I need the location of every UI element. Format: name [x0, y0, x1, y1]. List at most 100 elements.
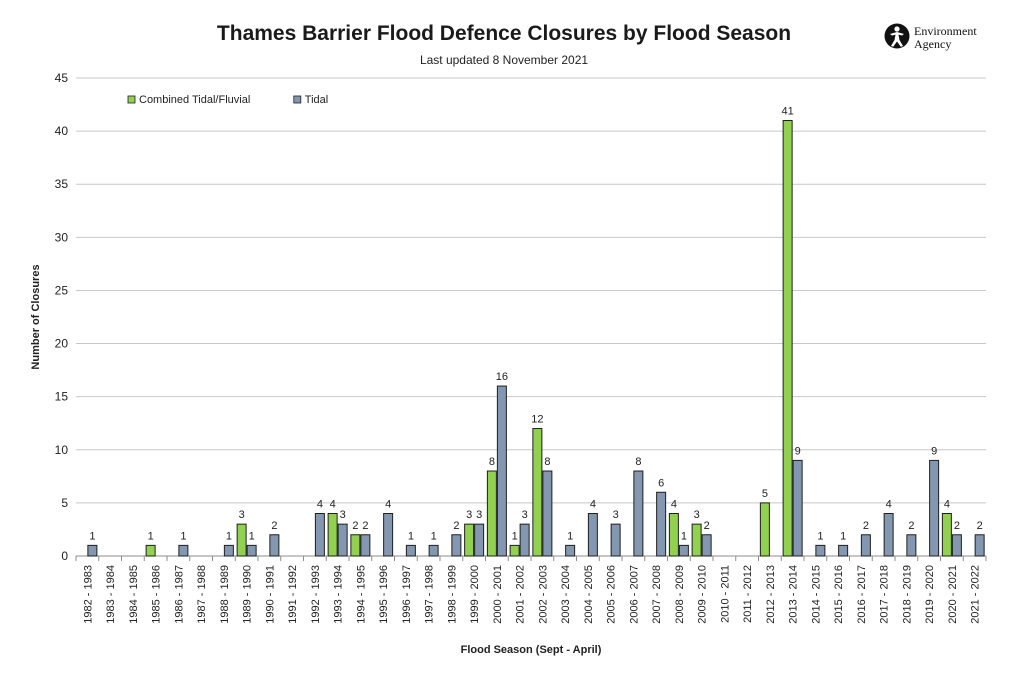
chart-subtitle: Last updated 8 November 2021: [419, 53, 589, 67]
bar-combined: [668, 513, 679, 557]
x-tick-label: 2019 - 2020: [924, 565, 936, 624]
bar-tidal: [451, 534, 462, 557]
bar-tidal: [633, 470, 644, 557]
data-label: 1: [226, 530, 232, 542]
x-tick-label: 2012 - 2013: [765, 565, 777, 624]
data-label: 4: [330, 499, 336, 511]
data-label: 41: [782, 105, 794, 117]
bar-tidal: [223, 544, 234, 557]
data-label: 2: [908, 520, 914, 532]
bar-combined: [236, 523, 247, 557]
x-tick-label: 2000 - 2001: [492, 565, 504, 624]
data-label: 1: [148, 530, 154, 542]
data-label: 2: [704, 520, 710, 532]
x-tick-label: 2013 - 2014: [788, 565, 800, 624]
bar-tidal: [496, 385, 507, 557]
data-label: 3: [340, 509, 346, 521]
x-tick-label: 2010 - 2011: [719, 565, 731, 623]
data-label: 3: [476, 509, 482, 521]
bar-tidal: [656, 491, 667, 557]
data-label: 2: [352, 520, 358, 532]
data-label: 8: [635, 456, 641, 468]
x-tick-label: 1999 - 2000: [469, 565, 481, 624]
bar-tidal: [383, 513, 394, 557]
bar-tidal: [929, 459, 940, 557]
x-tick-label: 2011 - 2012: [742, 565, 754, 623]
data-label: 4: [385, 499, 391, 511]
x-tick-label: 1990 - 1991: [264, 565, 276, 624]
x-tick-label: 1991 - 1992: [287, 565, 299, 624]
bar-tidal: [860, 534, 871, 557]
bar-tidal: [337, 523, 348, 557]
bar-tidal: [405, 544, 416, 557]
x-tick-label: 2008 - 2009: [674, 565, 686, 624]
data-label: 1: [180, 530, 186, 542]
x-tick-label: 1986 - 1987: [173, 565, 185, 624]
legend-swatch-combined: [127, 95, 136, 104]
bar-combined: [486, 470, 497, 557]
data-label: 1: [249, 530, 255, 542]
x-tick-label: 1997 - 1998: [424, 565, 436, 624]
x-tick-label: 2016 - 2017: [856, 565, 868, 624]
bar-tidal: [565, 544, 576, 557]
x-tick-label: 2015 - 2016: [833, 565, 845, 624]
x-tick-label: 1985 - 1986: [151, 565, 163, 624]
bar-tidal: [974, 534, 985, 557]
data-label: 5: [762, 488, 768, 500]
data-label: 2: [954, 520, 960, 532]
y-tick-label: 20: [55, 337, 69, 351]
x-tick-label: 1996 - 1997: [401, 565, 413, 624]
data-label: 3: [522, 509, 528, 521]
bar-tidal: [883, 513, 894, 557]
bar-tidal: [906, 534, 917, 557]
y-tick-label: 5: [61, 496, 68, 510]
x-tick-label: 2021 - 2022: [970, 565, 982, 624]
bar-tidal: [519, 523, 530, 557]
data-label: 4: [886, 499, 892, 511]
x-tick-label: 1993 - 1994: [333, 565, 345, 624]
data-label: 2: [863, 520, 869, 532]
bar-combined: [691, 523, 702, 557]
legend-label-combined: Combined Tidal/Fluvial: [139, 94, 250, 106]
legend-swatch-tidal: [293, 95, 302, 104]
bar-tidal: [701, 534, 712, 557]
data-label: 2: [977, 520, 983, 532]
data-label: 3: [613, 509, 619, 521]
data-label: 12: [531, 414, 543, 426]
logo-line-1: Environment: [914, 24, 977, 38]
data-label: 1: [89, 530, 95, 542]
data-label: 4: [944, 499, 950, 511]
data-label: 9: [795, 445, 801, 457]
bar-tidal: [542, 470, 553, 557]
data-label: 3: [466, 509, 472, 521]
y-tick-label: 40: [55, 124, 69, 138]
bar-tidal: [792, 459, 803, 557]
y-tick-label: 15: [55, 390, 69, 404]
x-tick-label: 1988 - 1989: [219, 565, 231, 624]
bar-combined: [509, 544, 520, 557]
x-tick-label: 1983 - 1984: [105, 565, 117, 624]
bar-combined: [350, 534, 361, 557]
data-label: 4: [590, 499, 596, 511]
bar-combined: [145, 544, 156, 557]
x-tick-label: 2017 - 2018: [879, 565, 891, 624]
data-label: 3: [694, 509, 700, 521]
logo-line-2: Agency: [914, 37, 952, 51]
x-axis-label: Flood Season (Sept - April): [461, 644, 602, 656]
data-label: 9: [931, 445, 937, 457]
x-tick-label: 2014 - 2015: [810, 565, 822, 624]
bar-combined: [464, 523, 475, 557]
data-label: 2: [271, 520, 277, 532]
x-tick-label: 1987 - 1988: [196, 565, 208, 624]
x-tick-label: 2002 - 2003: [537, 565, 549, 624]
x-tick-label: 1998 - 1999: [446, 565, 458, 624]
bar-tidal: [838, 544, 849, 557]
bar-tidal: [474, 523, 485, 557]
y-tick-label: 10: [55, 443, 69, 457]
x-tick-label: 2005 - 2006: [606, 565, 618, 624]
bar-combined: [941, 513, 952, 557]
environment-agency-logo-icon: [884, 23, 910, 49]
chart-title: Thames Barrier Flood Defence Closures by…: [216, 22, 792, 45]
x-tick-label: 2020 - 2021: [947, 565, 959, 624]
